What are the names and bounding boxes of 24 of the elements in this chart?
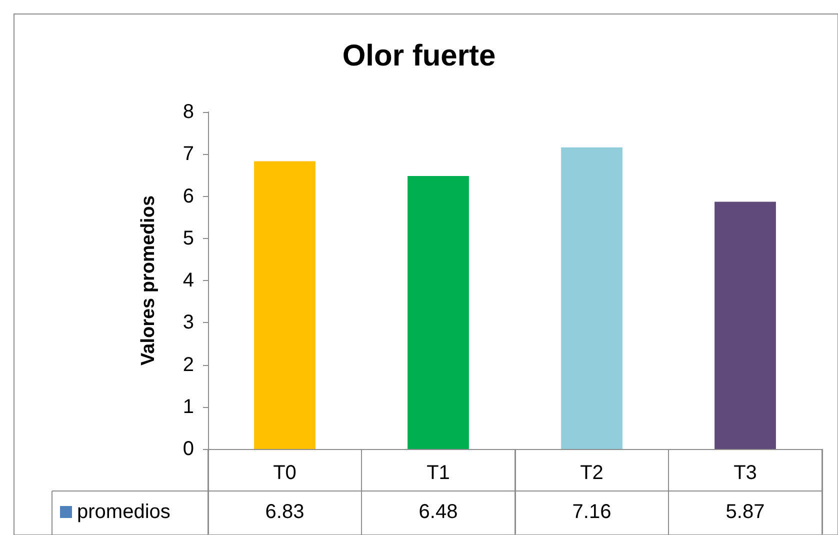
data-label: 5.87 bbox=[726, 501, 765, 523]
y-tick-label: 0 bbox=[182, 438, 194, 460]
text: promedios bbox=[77, 501, 170, 523]
y-tick-label: 7 bbox=[182, 143, 194, 166]
x-tick-label: T2 bbox=[580, 462, 604, 484]
bar bbox=[254, 161, 316, 449]
x-tick-label: T0 bbox=[273, 462, 296, 484]
data-label: 6.48 bbox=[418, 501, 458, 523]
bar bbox=[561, 147, 622, 449]
x-tick-label: T3 bbox=[734, 462, 757, 484]
y-tick-label: 3 bbox=[182, 312, 194, 334]
y-tick-label: 8 bbox=[182, 101, 194, 123]
y-tick-label: 1 bbox=[182, 396, 194, 418]
bar bbox=[714, 202, 776, 449]
y-tick-label: 4 bbox=[182, 270, 194, 292]
y-tick-label: 6 bbox=[182, 185, 194, 208]
y-tick-label: 2 bbox=[182, 354, 194, 376]
y-axis-title: Valores promedios bbox=[138, 195, 159, 366]
data-label: 7.16 bbox=[572, 501, 612, 523]
bar bbox=[408, 176, 469, 449]
y-tick-label: 5 bbox=[182, 227, 194, 250]
x-tick-label: T1 bbox=[426, 462, 450, 484]
chart-title: Olor fuerte bbox=[342, 40, 496, 72]
data-label: 6.83 bbox=[265, 501, 304, 523]
